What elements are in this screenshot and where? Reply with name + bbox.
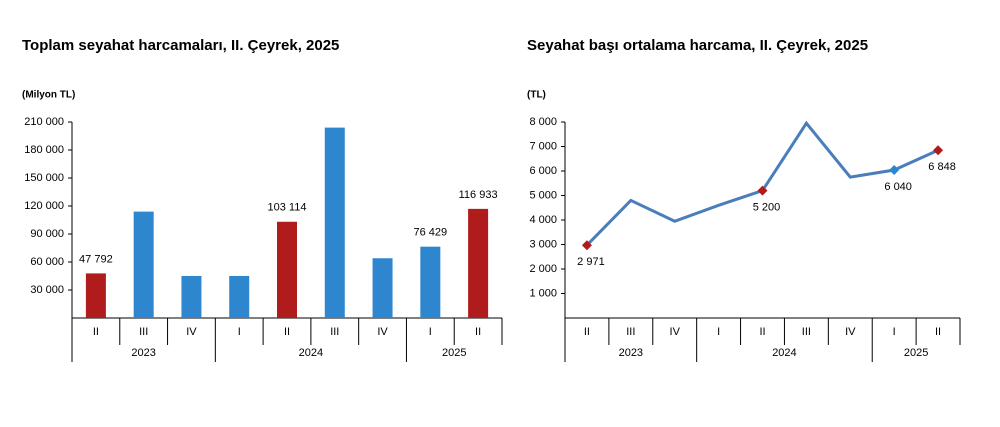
y-tick-label: 3 000	[529, 238, 557, 250]
bar	[181, 276, 202, 318]
point-marker	[581, 240, 592, 251]
y-tick-label: 90 000	[30, 228, 64, 240]
value-label: 116 933	[459, 189, 498, 201]
value-label: 76 429	[414, 227, 448, 239]
x-tick-label: II	[584, 326, 590, 338]
year-label: 2023	[131, 347, 155, 359]
x-tick-label: II	[759, 326, 765, 338]
year-label: 2025	[904, 347, 928, 359]
y-tick-label: 7 000	[529, 140, 557, 152]
year-label: 2023	[619, 347, 643, 359]
x-tick-label: IV	[670, 326, 681, 338]
bar	[133, 211, 154, 318]
y-tick-label: 4 000	[529, 214, 557, 226]
point-marker	[889, 165, 900, 176]
x-tick-label: IV	[845, 326, 856, 338]
value-label: 5 200	[753, 202, 781, 214]
x-tick-label: III	[330, 326, 339, 338]
y-tick-label: 120 000	[24, 200, 64, 212]
x-tick-label: II	[93, 326, 99, 338]
value-label: 6 848	[928, 161, 956, 173]
x-tick-label: I	[717, 326, 720, 338]
x-tick-label: IV	[377, 326, 388, 338]
point-marker	[933, 145, 944, 156]
x-tick-label: IV	[186, 326, 197, 338]
y-tick-label: 210 000	[24, 116, 64, 128]
y-axis-unit: (TL)	[527, 90, 546, 101]
chart-title: Seyahat başı ortalama harcama, II. Çeyre…	[527, 37, 868, 54]
y-tick-label: 8 000	[529, 116, 557, 128]
x-tick-label: I	[429, 326, 432, 338]
value-label: 103 114	[268, 202, 307, 214]
y-tick-label: 2 000	[529, 263, 557, 275]
x-tick-label: I	[893, 326, 896, 338]
x-tick-label: III	[626, 326, 635, 338]
y-tick-label: 30 000	[30, 284, 64, 296]
bar	[229, 276, 250, 318]
year-label: 2025	[442, 347, 466, 359]
point-marker	[757, 185, 768, 196]
x-tick-label: II	[284, 326, 290, 338]
x-tick-label: III	[139, 326, 148, 338]
y-tick-label: 1 000	[529, 287, 557, 299]
chart-title: Toplam seyahat harcamaları, II. Çeyrek, …	[22, 37, 339, 54]
x-tick-label: I	[238, 326, 241, 338]
y-tick-label: 180 000	[24, 144, 64, 156]
value-label: 6 040	[884, 181, 912, 193]
y-tick-label: 60 000	[30, 256, 64, 268]
year-label: 2024	[772, 347, 796, 359]
bar	[324, 127, 345, 318]
y-axis-unit: (Milyon TL)	[22, 90, 75, 101]
value-label: 2 971	[577, 256, 605, 268]
x-tick-label: II	[935, 326, 941, 338]
x-tick-label: III	[802, 326, 811, 338]
bar	[420, 246, 441, 318]
y-tick-label: 5 000	[529, 189, 557, 201]
y-tick-label: 6 000	[529, 165, 557, 177]
year-label: 2024	[299, 347, 323, 359]
y-tick-label: 150 000	[24, 172, 64, 184]
bar	[468, 208, 489, 318]
bar	[85, 273, 106, 318]
bar	[277, 221, 297, 318]
value-label: 47 792	[79, 253, 113, 265]
x-tick-label: II	[475, 326, 481, 338]
bar	[372, 258, 393, 318]
